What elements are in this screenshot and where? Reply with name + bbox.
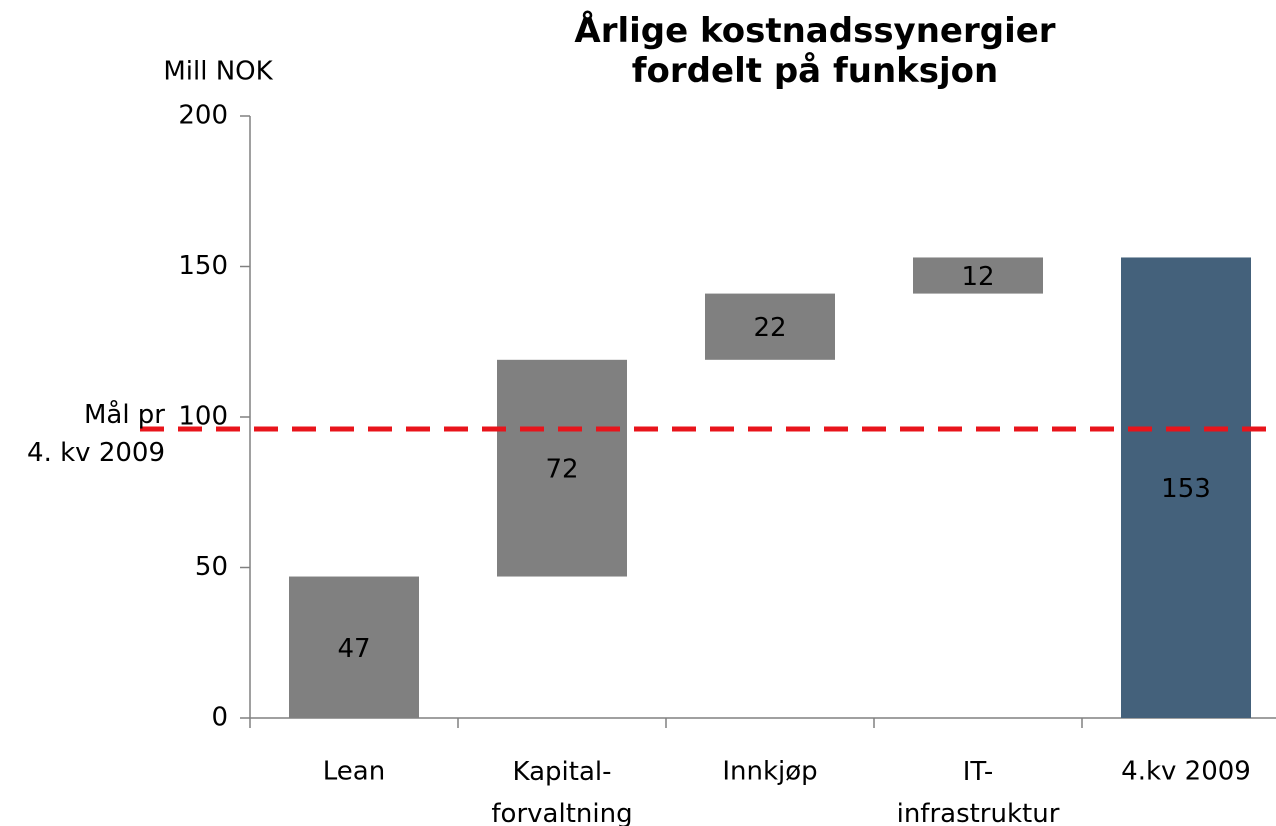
data-label: 22 <box>753 313 786 343</box>
bar <box>497 359 627 577</box>
x-tick-label: Innkjøp <box>722 757 817 787</box>
bar <box>913 257 1043 294</box>
data-label: 72 <box>545 455 578 485</box>
y-tick-label: 0 <box>211 703 228 733</box>
y-tick-label: 150 <box>178 251 228 281</box>
x-tick-label: Kapital-forvaltning <box>491 757 632 826</box>
bar <box>289 576 419 718</box>
y-tick-label: 100 <box>178 402 228 432</box>
target-label: Mål pr 4. kv 2009 <box>27 399 165 468</box>
bar <box>1121 257 1251 718</box>
x-tick-label: IT-infrastruktur <box>897 757 1060 826</box>
data-label: 153 <box>1161 474 1211 504</box>
y-axis-label: Mill NOK <box>163 57 273 87</box>
x-tick-label: 4.kv 2009 <box>1121 757 1251 787</box>
data-label: 12 <box>961 262 994 292</box>
bar <box>705 293 835 360</box>
y-tick-label: 50 <box>195 552 228 582</box>
chart-title: Årlige kostnadssynergier fordelt på funks… <box>574 10 1055 91</box>
x-tick-label: Lean <box>323 757 385 787</box>
y-tick-label: 200 <box>178 101 228 131</box>
data-label: 47 <box>337 634 370 664</box>
